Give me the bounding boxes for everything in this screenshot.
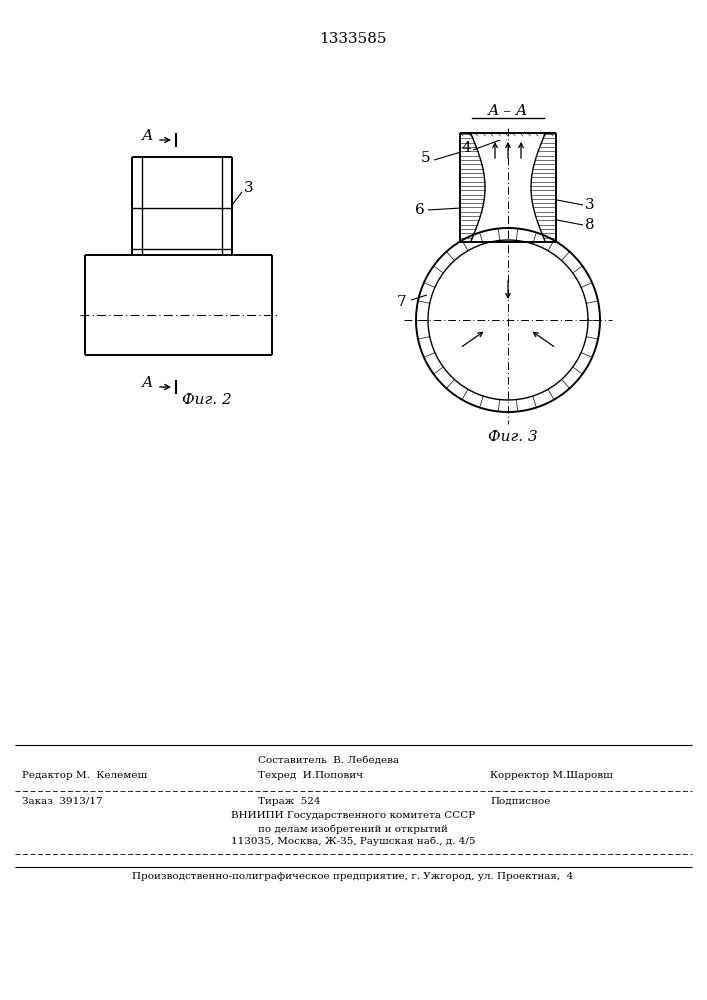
- Text: А: А: [142, 376, 153, 390]
- Text: 6: 6: [415, 203, 425, 217]
- Text: Подписное: Подписное: [490, 797, 550, 806]
- Text: 1333585: 1333585: [320, 32, 387, 46]
- Text: Техред  И.Попович: Техред И.Попович: [258, 771, 363, 780]
- Text: 4: 4: [461, 141, 471, 155]
- Text: А: А: [142, 129, 153, 143]
- Text: Редактор М.  Келемеш: Редактор М. Келемеш: [22, 771, 147, 780]
- Text: по делам изобретений и открытий: по делам изобретений и открытий: [258, 824, 448, 834]
- Text: Корректор М.Шаровш: Корректор М.Шаровш: [490, 771, 613, 780]
- Text: 113035, Москва, Ж-35, Раушская наб., д. 4/5: 113035, Москва, Ж-35, Раушская наб., д. …: [230, 837, 475, 846]
- Text: Составитель  В. Лебедева: Составитель В. Лебедева: [258, 756, 399, 765]
- Text: ВНИИПИ Государственного комитета СССР: ВНИИПИ Государственного комитета СССР: [231, 811, 475, 820]
- Text: Тираж  524: Тираж 524: [258, 797, 320, 806]
- Text: А – А: А – А: [488, 104, 528, 118]
- Text: 5: 5: [421, 151, 431, 165]
- Text: 7: 7: [397, 295, 407, 309]
- Text: 8: 8: [585, 218, 595, 232]
- Text: Производственно-полиграфическое предприятие, г. Ужгород, ул. Проектная,  4: Производственно-полиграфическое предприя…: [132, 872, 573, 881]
- Text: Фиг. 3: Фиг. 3: [488, 430, 538, 444]
- Text: 3: 3: [244, 181, 254, 195]
- Text: Заказ  3913/17: Заказ 3913/17: [22, 797, 103, 806]
- Text: 3: 3: [585, 198, 595, 212]
- Text: Фиг. 2: Фиг. 2: [182, 393, 232, 407]
